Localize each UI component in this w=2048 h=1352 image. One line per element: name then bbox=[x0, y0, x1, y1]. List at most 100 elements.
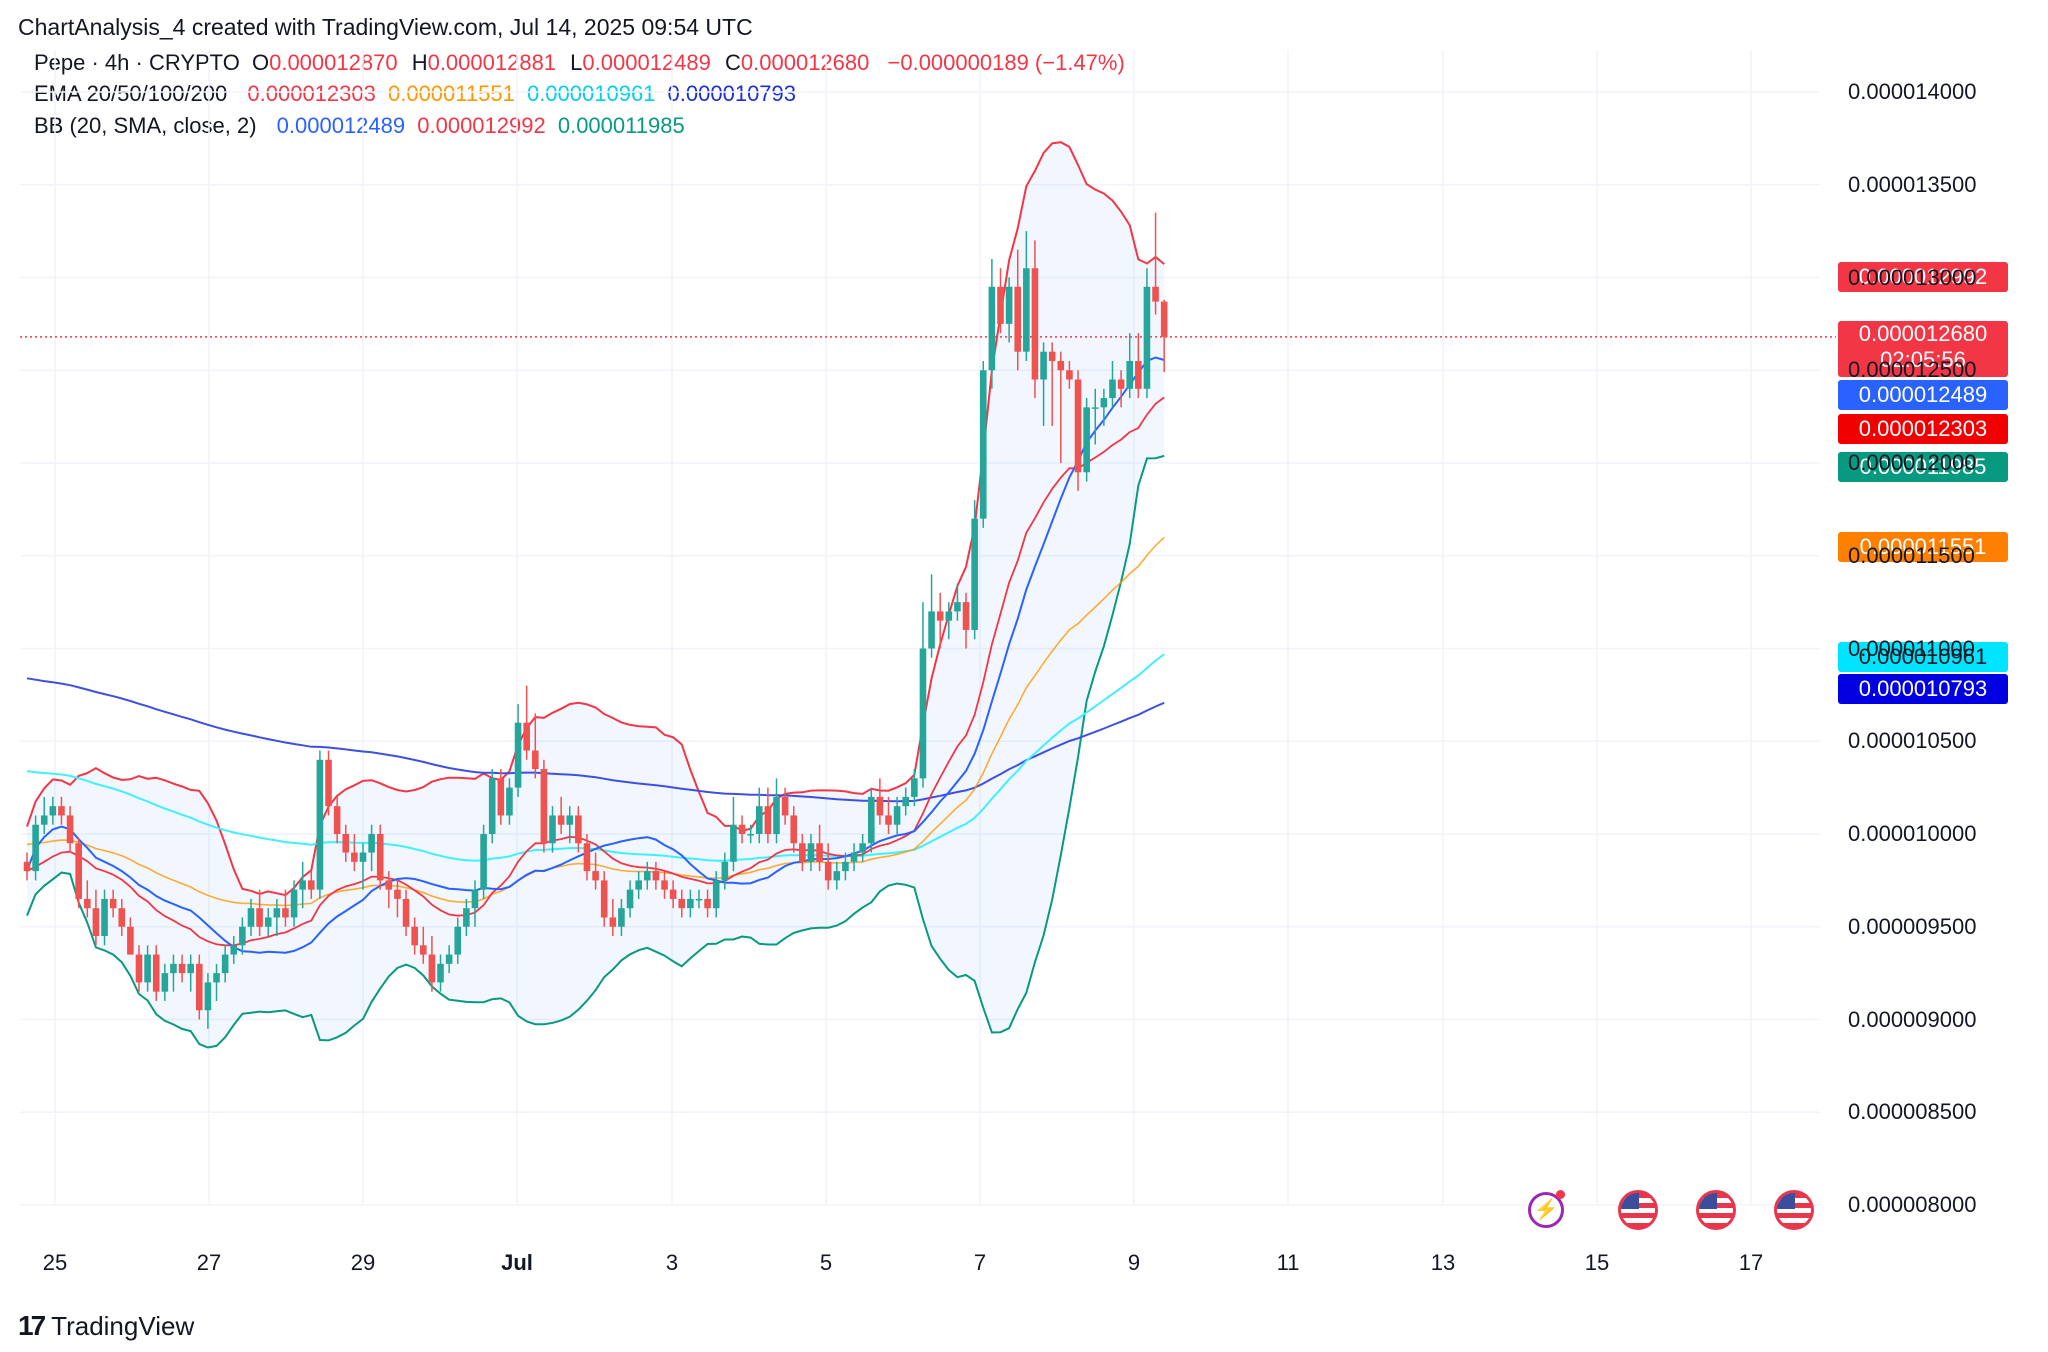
bb-legend[interactable]: BB (20, SMA, close, 2) 0.000012489 0.000… bbox=[34, 113, 691, 139]
candle-body bbox=[376, 834, 384, 881]
candle-body bbox=[58, 806, 65, 816]
candle-body bbox=[1143, 286, 1151, 389]
candle-body bbox=[32, 824, 39, 872]
price-tick-label: 0.000011500 bbox=[1848, 542, 1975, 568]
tradingview-logo[interactable]: 17 TradingView bbox=[18, 1310, 194, 1342]
candle bbox=[445, 945, 453, 974]
candle bbox=[135, 945, 143, 992]
candle-body bbox=[712, 880, 720, 909]
candle-body bbox=[1074, 379, 1082, 473]
events-icon[interactable]: ⚡ bbox=[1528, 1192, 1564, 1228]
candle bbox=[781, 787, 789, 825]
candle-body bbox=[514, 722, 522, 788]
candle-body bbox=[773, 796, 780, 834]
date-tick-label: 25 bbox=[42, 1250, 68, 1275]
candle bbox=[557, 796, 565, 834]
candle bbox=[954, 583, 961, 621]
candle bbox=[790, 806, 798, 853]
us-flag-icon[interactable] bbox=[1696, 1190, 1736, 1230]
candle-body bbox=[799, 843, 806, 862]
candle bbox=[127, 917, 134, 955]
candle bbox=[290, 880, 298, 927]
candle-body bbox=[730, 824, 737, 862]
candle bbox=[161, 963, 169, 1001]
date-tick-label: 9 bbox=[1127, 1250, 1141, 1275]
candle-body bbox=[351, 852, 358, 862]
candle bbox=[359, 843, 367, 890]
candle bbox=[1117, 370, 1125, 408]
candle-body bbox=[49, 806, 57, 816]
candle bbox=[170, 954, 177, 992]
ohlc-legend: Pepe · 4h · CRYPTO O0.000012870 H0.00001… bbox=[34, 50, 1131, 76]
candle bbox=[66, 806, 74, 853]
candle-body bbox=[919, 648, 927, 779]
candle bbox=[1014, 249, 1022, 371]
candle-body bbox=[109, 898, 117, 909]
candles bbox=[23, 212, 1168, 1029]
date-tick-label: 15 bbox=[1584, 1250, 1610, 1275]
candle bbox=[669, 880, 677, 909]
price-tick-label: 0.000010000 bbox=[1848, 821, 1977, 846]
us-flag-icon[interactable] bbox=[1618, 1190, 1658, 1230]
us-flag-icon[interactable] bbox=[1774, 1190, 1814, 1230]
candle bbox=[1066, 360, 1073, 389]
candle bbox=[23, 852, 31, 881]
candle-body bbox=[204, 982, 212, 1011]
candle bbox=[549, 806, 556, 853]
candle-body bbox=[1152, 286, 1159, 302]
high-label: H0.000012881 bbox=[411, 50, 557, 75]
ema50-value: 0.000011551 bbox=[387, 81, 515, 106]
candle-body bbox=[75, 843, 82, 899]
candle bbox=[307, 871, 315, 899]
candle bbox=[497, 769, 505, 825]
candle-body bbox=[342, 834, 350, 853]
candle bbox=[609, 898, 617, 937]
candle bbox=[1160, 299, 1168, 373]
candle-body bbox=[230, 945, 238, 955]
ema-legend-label: EMA 20/50/100/200 bbox=[34, 81, 228, 106]
price-tick-label: 0.000009000 bbox=[1848, 1006, 1977, 1032]
candle-body bbox=[221, 954, 229, 974]
candle bbox=[58, 796, 65, 825]
symbol-label[interactable]: Pepe · 4h · CRYPTO bbox=[34, 50, 240, 75]
candle-body bbox=[1066, 370, 1073, 380]
candle-body bbox=[721, 861, 729, 881]
candle bbox=[721, 852, 729, 890]
candle-body bbox=[1109, 379, 1116, 399]
candle-body bbox=[1057, 360, 1065, 371]
candle-body bbox=[893, 806, 901, 825]
candle-body bbox=[256, 908, 263, 927]
ema20-value: 0.000012303 bbox=[247, 81, 376, 106]
low-label: L0.000012489 bbox=[570, 50, 711, 75]
bb-basis-line bbox=[26, 356, 1165, 954]
candle-body bbox=[247, 908, 255, 927]
ema-legend[interactable]: EMA 20/50/100/200 0.000012303 0.00001155… bbox=[34, 81, 802, 107]
candle bbox=[1126, 333, 1134, 399]
bb-lower-line bbox=[26, 454, 1165, 1049]
candle bbox=[643, 861, 651, 890]
candle-body bbox=[807, 843, 815, 862]
candle bbox=[325, 750, 332, 816]
candle-body bbox=[635, 880, 642, 890]
candle bbox=[316, 750, 324, 899]
ema100-value: 0.000010961 bbox=[526, 81, 656, 106]
candle-body bbox=[695, 898, 703, 901]
candle bbox=[962, 592, 970, 649]
candle bbox=[109, 889, 117, 918]
candle bbox=[437, 954, 444, 992]
candle-body bbox=[816, 843, 823, 862]
candle bbox=[187, 954, 194, 992]
candle-body bbox=[290, 889, 298, 918]
candle-body bbox=[600, 880, 608, 918]
candle-body bbox=[437, 963, 444, 983]
candle bbox=[1135, 333, 1142, 399]
candle bbox=[1057, 351, 1065, 463]
candle bbox=[678, 889, 686, 918]
candle bbox=[1005, 277, 1013, 343]
candle-body bbox=[643, 871, 651, 881]
bb-legend-label: BB (20, SMA, close, 2) bbox=[34, 113, 257, 138]
candle-body bbox=[1014, 286, 1022, 352]
event-dot-icon bbox=[1556, 1190, 1565, 1199]
candle bbox=[661, 871, 668, 899]
